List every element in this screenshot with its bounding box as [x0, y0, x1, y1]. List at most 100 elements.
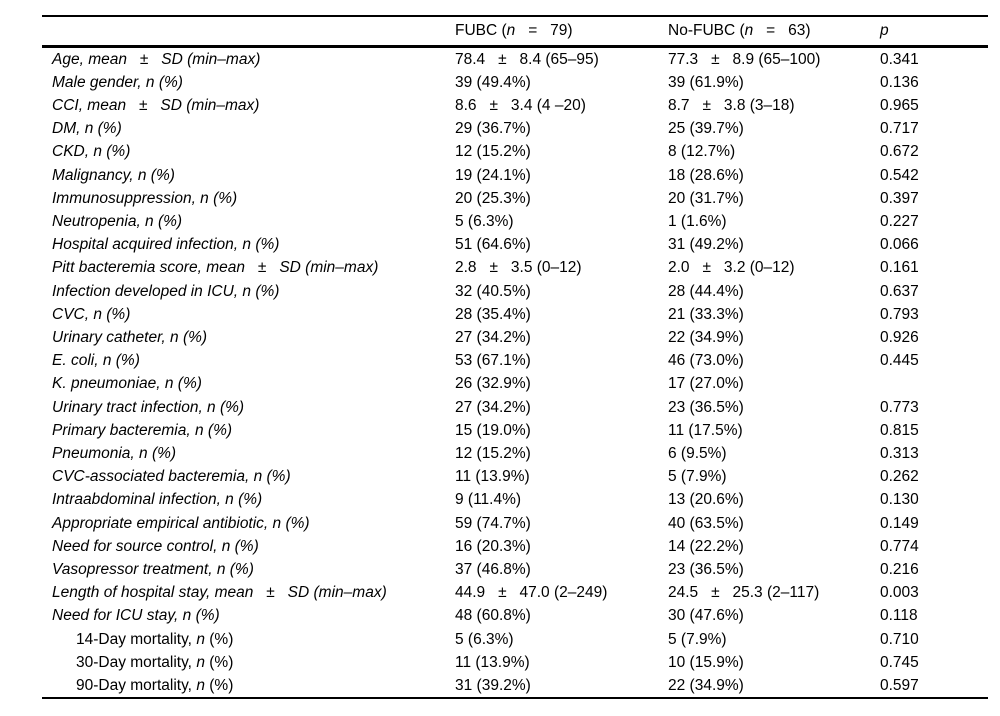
row-label: Malignancy, n (%) — [42, 164, 455, 187]
table-row: Length of hospital stay, mean ± SD (min–… — [42, 581, 988, 604]
italic-text: n — [196, 630, 205, 648]
p-value: 0.637 — [880, 282, 919, 300]
italic-text: Need for ICU stay, n (%) — [52, 607, 220, 625]
fubc-value: 11 (13.9%) — [455, 468, 530, 486]
row-label: 90-Day mortality, n (%) — [42, 674, 455, 698]
row-label: Infection developed in ICU, n (%) — [42, 280, 455, 303]
no-fubc-value: 5 (7.9%) — [668, 630, 727, 648]
header-cell-p-value: p — [880, 16, 988, 46]
no-fubc-value: 18 (28.6%) — [668, 166, 744, 184]
table-row: 30-Day mortality, n (%) 11 (13.9%) 10 (15.… — [42, 651, 988, 674]
row-label: Length of hospital stay, mean ± SD (min–… — [42, 581, 455, 604]
no-fubc-value: 23 (36.5%) — [668, 560, 744, 578]
italic-text: Length of hospital stay, mean ± SD (min–… — [52, 584, 387, 602]
italic-text: n — [744, 21, 754, 39]
table-row: Pitt bacteremia score, mean ± SD (min–ma… — [42, 256, 988, 279]
fubc-value: 48 (60.8%) — [455, 607, 531, 625]
fubc-value: 27 (34.2%) — [455, 398, 531, 416]
p-value: 0.216 — [880, 560, 919, 578]
row-label: Primary bacteremia, n (%) — [42, 419, 455, 442]
fubc-value: 8.6 ± 3.4 (4 –20) — [455, 96, 586, 114]
p-value: 0.397 — [880, 189, 919, 207]
table-row: Urinary catheter, n (%) 27 (34.2%) 22 (34.… — [42, 326, 988, 349]
table-body: Age, mean ± SD (min–max) 78.4 ± 8.4 (65–9… — [42, 46, 988, 698]
table-row: Neutropenia, n (%) 5 (6.3%) 1 (1.6%) 0.227 — [42, 210, 988, 233]
italic-text: p — [880, 21, 889, 39]
no-fubc-value: 8 (12.7%) — [668, 143, 736, 161]
row-label: Need for ICU stay, n (%) — [42, 604, 455, 627]
fubc-value: 51 (64.6%) — [455, 236, 531, 254]
row-label: Pneumonia, n (%) — [42, 442, 455, 465]
no-fubc-value: 40 (63.5%) — [668, 514, 744, 532]
p-value: 0.710 — [880, 630, 919, 648]
no-fubc-value: 24.5 ± 25.3 (2–117) — [668, 584, 820, 602]
no-fubc-value: 6 (9.5%) — [668, 444, 727, 462]
row-label: 30-Day mortality, n (%) — [42, 651, 455, 674]
fubc-value: 16 (20.3%) — [455, 537, 531, 555]
row-label: Hospital acquired infection, n (%) — [42, 233, 455, 256]
row-label: Neutropenia, n (%) — [42, 210, 455, 233]
table-row: Intraabdominal infection, n (%) 9 (11.4%)… — [42, 488, 988, 511]
p-value — [880, 372, 988, 395]
italic-text: Hospital acquired infection, n (%) — [52, 236, 280, 254]
table-header: FUBC (n = 79) No-FUBC (n = 63) p — [42, 16, 988, 46]
no-fubc-value: 28 (44.4%) — [668, 282, 744, 300]
table-row: Urinary tract infection, n (%) 27 (34.2%)… — [42, 396, 988, 419]
p-value: 0.136 — [880, 73, 919, 91]
table-row: Malignancy, n (%) 19 (24.1%) 18 (28.6%) 0.5… — [42, 164, 988, 187]
p-value: 0.227 — [880, 212, 919, 230]
table-row: CKD, n (%) 12 (15.2%) 8 (12.7%) 0.672 — [42, 140, 988, 163]
row-label: 14-Day mortality, n (%) — [42, 628, 455, 651]
table-row: CCI, mean ± SD (min–max) 8.6 ± 3.4 (4 –20… — [42, 94, 988, 117]
fubc-value: 9 (11.4%) — [455, 491, 522, 509]
header-cell-no-fubc: No-FUBC (n = 63) — [668, 16, 880, 46]
p-value: 0.130 — [880, 491, 919, 509]
table-row: Hospital acquired infection, n (%) 51 (64… — [42, 233, 988, 256]
no-fubc-value: 10 (15.9%) — [668, 653, 744, 671]
table-row: 14-Day mortality, n (%) 5 (6.3%) 5 (7.9%) 0… — [42, 628, 988, 651]
table-row: DM, n (%) 29 (36.7%) 25 (39.7%) 0.717 — [42, 117, 988, 140]
italic-text: CVC, n (%) — [52, 305, 131, 323]
italic-text: K. pneumoniae, n (%) — [52, 375, 202, 393]
fubc-value: 28 (35.4%) — [455, 305, 531, 323]
italic-text: E. coli, n (%) — [52, 352, 140, 370]
p-value: 0.773 — [880, 398, 919, 416]
row-label: CCI, mean ± SD (min–max) — [42, 94, 455, 117]
plain-text: = 63) — [753, 21, 811, 39]
p-value: 0.445 — [880, 352, 919, 370]
table-row: Appropriate empirical antibiotic, n (%) 5… — [42, 512, 988, 535]
p-value: 0.341 — [880, 50, 919, 68]
italic-text: Infection developed in ICU, n (%) — [52, 282, 280, 300]
plain-text: (%) — [204, 676, 234, 694]
no-fubc-value: 30 (47.6%) — [668, 607, 744, 625]
fubc-value: 44.9 ± 47.0 (2–249) — [455, 584, 608, 602]
italic-text: Intraabdominal infection, n (%) — [52, 491, 263, 509]
p-value: 0.066 — [880, 236, 919, 254]
header-cell-fubc: FUBC (n = 79) — [455, 16, 668, 46]
table-row: Immunosuppression, n (%) 20 (25.3%) 20 (31… — [42, 187, 988, 210]
header-row: FUBC (n = 79) No-FUBC (n = 63) p — [42, 16, 988, 46]
plain-text: 30-Day mortality, — [76, 653, 197, 671]
fubc-value: 5 (6.3%) — [455, 212, 514, 230]
row-label: Urinary catheter, n (%) — [42, 326, 455, 349]
table-row: Pneumonia, n (%) 12 (15.2%) 6 (9.5%) 0.313 — [42, 442, 988, 465]
fubc-value: 19 (24.1%) — [455, 166, 531, 184]
fubc-value: 53 (67.1%) — [455, 352, 531, 370]
italic-text: Vasopressor treatment, n (%) — [52, 560, 254, 578]
row-label: E. coli, n (%) — [42, 349, 455, 372]
plain-text: 14-Day mortality, — [76, 630, 197, 648]
plain-text: (%) — [204, 630, 234, 648]
no-fubc-value: 77.3 ± 8.9 (65–100) — [668, 50, 821, 68]
italic-text: Urinary tract infection, n (%) — [52, 398, 245, 416]
row-label: DM, n (%) — [42, 117, 455, 140]
no-fubc-value: 31 (49.2%) — [668, 236, 744, 254]
p-value: 0.262 — [880, 468, 919, 486]
no-fubc-value: 25 (39.7%) — [668, 120, 744, 138]
fubc-value: 20 (25.3%) — [455, 189, 531, 207]
fubc-value: 32 (40.5%) — [455, 282, 531, 300]
plain-text: 90-Day mortality, — [76, 676, 197, 694]
fubc-value: 26 (32.9%) — [455, 375, 531, 393]
italic-text: Primary bacteremia, n (%) — [52, 421, 233, 439]
p-value: 0.597 — [880, 676, 919, 694]
table-row: 90-Day mortality, n (%) 31 (39.2%) 22 (34.… — [42, 674, 988, 698]
